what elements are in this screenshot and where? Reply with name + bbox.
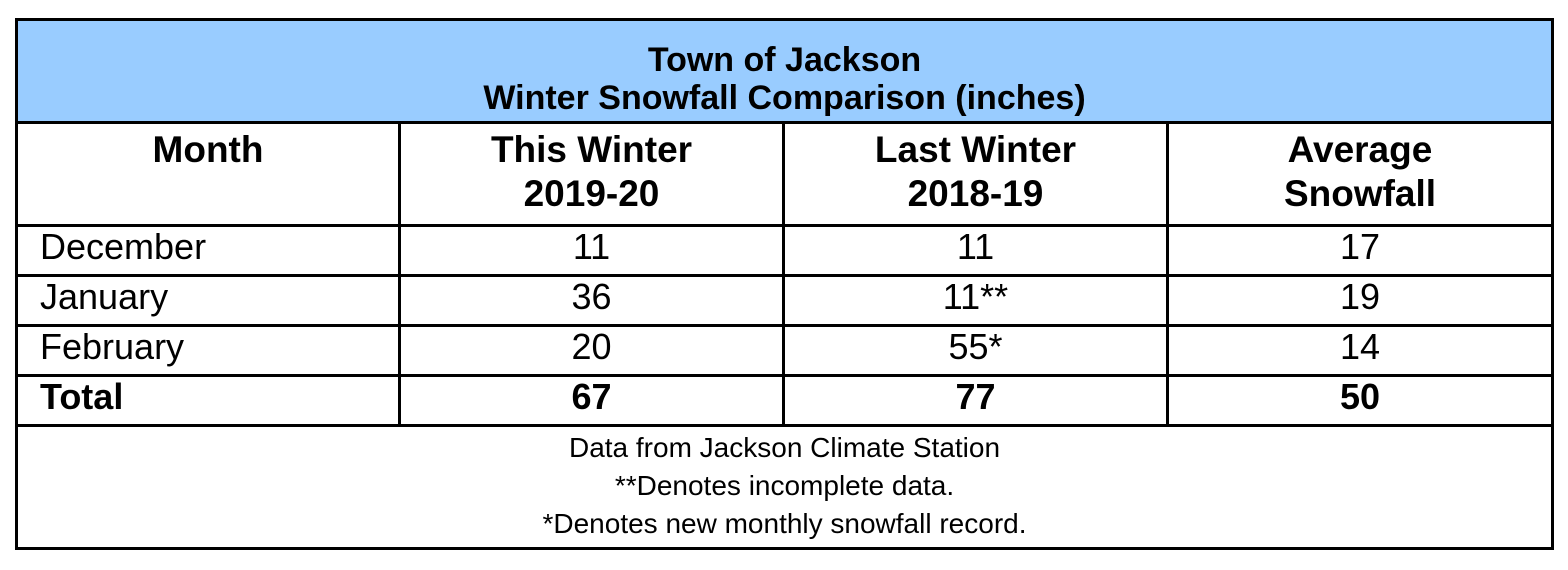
header-subtext: 2019-20	[523, 173, 660, 214]
cell-month: Total	[15, 374, 401, 427]
footnote-record: *Denotes new monthly snowfall record.	[542, 508, 1027, 539]
header-text: Month	[152, 129, 264, 170]
footnote-row: Data from Jackson Climate Station **Deno…	[15, 424, 1554, 550]
cell-last-winter: 77	[782, 374, 1169, 427]
table-row-total: Total 67 77 50	[15, 374, 1554, 427]
header-text: Last Winter	[874, 129, 1077, 170]
cell-average: 17	[1166, 224, 1554, 277]
header-text: This Winter	[490, 129, 693, 170]
cell-this-winter: 67	[398, 374, 785, 427]
cell-this-winter: 11	[398, 224, 785, 277]
subtitle-line: Winter Snowfall Comparison (inches)	[483, 79, 1086, 117]
column-header-this-winter: This Winter 2019-20	[398, 121, 785, 227]
column-header-last-winter: Last Winter 2018-19	[782, 121, 1169, 227]
title-line: Town of Jackson	[647, 41, 922, 79]
cell-last-winter: 11	[782, 224, 1169, 277]
snowfall-table: Town of Jackson Winter Snowfall Comparis…	[15, 18, 1554, 550]
column-header-row: Month This Winter 2019-20 Last Winter 2018…	[15, 121, 1554, 227]
footnotes: Data from Jackson Climate Station **Deno…	[15, 424, 1554, 550]
table-row-february: February 20 55* 14	[15, 324, 1554, 377]
footnote-source: Data from Jackson Climate Station	[568, 432, 1001, 463]
column-header-month: Month	[15, 121, 401, 227]
cell-average: 19	[1166, 274, 1554, 327]
table-row-december: December 11 11 17	[15, 224, 1554, 277]
cell-month: February	[15, 324, 401, 377]
cell-average: 14	[1166, 324, 1554, 377]
cell-average: 50	[1166, 374, 1554, 427]
header-subtext: 2018-19	[907, 173, 1044, 214]
header-text: Average	[1287, 129, 1433, 170]
cell-this-winter: 20	[398, 324, 785, 377]
footnote-incomplete: **Denotes incomplete data.	[614, 470, 955, 501]
table-title: Town of Jackson Winter Snowfall Comparis…	[15, 18, 1554, 124]
cell-month: January	[15, 274, 401, 327]
cell-last-winter: 11**	[782, 274, 1169, 327]
table-row-january: January 36 11** 19	[15, 274, 1554, 327]
cell-last-winter: 55*	[782, 324, 1169, 377]
cell-month: December	[15, 224, 401, 277]
column-header-average: Average Snowfall	[1166, 121, 1554, 227]
header-subtext: Snowfall	[1283, 173, 1437, 214]
cell-this-winter: 36	[398, 274, 785, 327]
